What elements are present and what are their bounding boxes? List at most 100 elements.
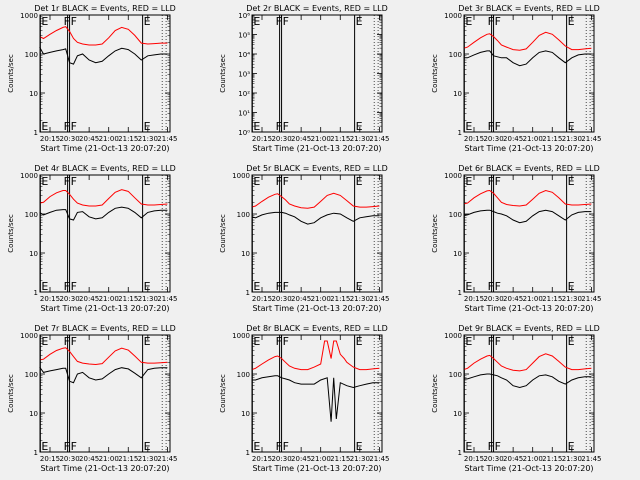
detector-panel-8: Det 8r BLACK = Events, RED = LLD Counts/s… — [219, 324, 389, 473]
x-tick-label: 20:15 — [464, 135, 484, 143]
y-tick-label: 10⁵ — [238, 32, 250, 40]
marker-label-bottom: F — [283, 440, 289, 453]
marker-label-top: F — [276, 15, 282, 28]
y-tick-label: 1000 — [444, 332, 462, 340]
marker-label-bottom: F — [488, 120, 494, 133]
panel-title: Det 7r BLACK = Events, RED = LLD — [34, 324, 176, 333]
y-tick-label: 1000 — [444, 172, 462, 180]
y-axis-label: Counts/sec — [7, 374, 15, 413]
x-tick-label: 21:45 — [581, 135, 601, 143]
x-tick-label: 21:45 — [369, 135, 389, 143]
y-tick-label: 1 — [34, 129, 38, 137]
lld-series-line — [39, 347, 168, 366]
y-tick-label: 100 — [237, 211, 250, 219]
y-axis-label: Counts/sec — [431, 54, 439, 93]
y-tick-label: 10 — [453, 410, 462, 418]
y-tick-label: 10 — [241, 410, 250, 418]
marker-label-bottom: E — [41, 440, 48, 453]
x-tick-label: 20:15 — [464, 295, 484, 303]
marker-label-top: F — [276, 175, 282, 188]
x-tick-label: 20:45 — [79, 135, 99, 143]
marker-label-bottom: E — [253, 280, 260, 293]
marker-label-top: E — [144, 15, 151, 28]
marker-label-bottom: E — [356, 280, 363, 293]
x-tick-label: 20:30 — [483, 135, 503, 143]
y-tick-label: 1000 — [444, 12, 462, 20]
x-tick-label: 20:30 — [483, 455, 503, 463]
marker-label-top: E — [253, 15, 260, 28]
x-tick-label: 21:30 — [138, 135, 158, 143]
y-tick-label: 10³ — [238, 71, 250, 79]
x-axis-label: Start Time (21-Oct-13 20:07:20) — [40, 464, 169, 473]
x-tick-label: 20:30 — [59, 295, 79, 303]
panel-title: Det 8r BLACK = Events, RED = LLD — [246, 324, 388, 333]
y-tick-label: 10 — [29, 410, 38, 418]
events-series-line — [251, 211, 380, 225]
marker-label-top: E — [253, 335, 260, 348]
detector-panel-3: Det 3r BLACK = Events, RED = LLD Counts/s… — [431, 4, 601, 153]
marker-label-top: F — [495, 335, 501, 348]
panel-title: Det 9r BLACK = Events, RED = LLD — [458, 324, 600, 333]
lld-series-line — [463, 189, 592, 207]
x-tick-label: 21:30 — [562, 295, 582, 303]
y-tick-label: 100 — [449, 51, 462, 59]
marker-label-bottom: E — [465, 280, 472, 293]
x-tick-label: 20:30 — [271, 135, 291, 143]
marker-label-top: F — [495, 175, 501, 188]
marker-label-bottom: F — [283, 120, 289, 133]
x-tick-label: 21:15 — [330, 295, 350, 303]
marker-label-bottom: E — [568, 120, 575, 133]
events-series-line — [251, 375, 380, 422]
x-tick-label: 21:15 — [118, 135, 138, 143]
marker-label-bottom: E — [253, 120, 260, 133]
y-tick-label: 100 — [449, 371, 462, 379]
x-tick-label: 20:30 — [271, 295, 291, 303]
events-series-line — [463, 373, 592, 389]
marker-label-top: E — [568, 15, 575, 28]
marker-label-top: F — [283, 335, 289, 348]
marker-label-top: E — [144, 335, 151, 348]
marker-label-top: E — [41, 335, 48, 348]
x-tick-label: 20:45 — [503, 455, 523, 463]
marker-label-top: E — [568, 175, 575, 188]
x-tick-label: 20:45 — [79, 455, 99, 463]
y-axis-label: Counts/sec — [431, 214, 439, 253]
x-tick-label: 21:45 — [157, 135, 177, 143]
y-tick-label: 10¹ — [238, 110, 250, 118]
marker-label-bottom: F — [495, 120, 501, 133]
x-tick-label: 21:45 — [581, 455, 601, 463]
x-tick-label: 21:00 — [523, 295, 543, 303]
panel-title: Det 2r BLACK = Events, RED = LLD — [246, 4, 388, 13]
marker-label-top: E — [465, 335, 472, 348]
x-tick-label: 21:15 — [330, 135, 350, 143]
x-tick-label: 21:30 — [138, 455, 158, 463]
x-tick-label: 21:15 — [542, 135, 562, 143]
y-tick-label: 10 — [241, 250, 250, 258]
x-tick-label: 21:15 — [330, 455, 350, 463]
x-tick-label: 20:15 — [252, 295, 272, 303]
events-series-line — [463, 50, 592, 67]
x-tick-label: 21:15 — [542, 455, 562, 463]
marker-label-top: E — [568, 335, 575, 348]
events-series-line — [39, 46, 168, 65]
lld-series-line — [463, 353, 592, 372]
marker-label-top: E — [144, 175, 151, 188]
y-tick-label: 10⁶ — [238, 12, 250, 20]
y-tick-label: 1 — [458, 289, 462, 297]
events-series-line — [39, 206, 168, 221]
y-axis-label: Counts/sec — [219, 54, 227, 93]
x-tick-label: 21:15 — [118, 295, 138, 303]
marker-label-top: E — [465, 15, 472, 28]
x-tick-label: 21:00 — [99, 455, 119, 463]
x-tick-label: 20:45 — [79, 295, 99, 303]
y-tick-label: 1000 — [232, 332, 250, 340]
x-axis-label: Start Time (21-Oct-13 20:07:20) — [252, 464, 381, 473]
x-tick-label: 20:15 — [40, 455, 60, 463]
marker-label-top: E — [356, 15, 363, 28]
marker-label-bottom: E — [465, 440, 472, 453]
x-tick-label: 21:45 — [157, 455, 177, 463]
marker-label-top: F — [71, 175, 77, 188]
x-tick-label: 21:30 — [562, 455, 582, 463]
marker-label-top: E — [465, 175, 472, 188]
